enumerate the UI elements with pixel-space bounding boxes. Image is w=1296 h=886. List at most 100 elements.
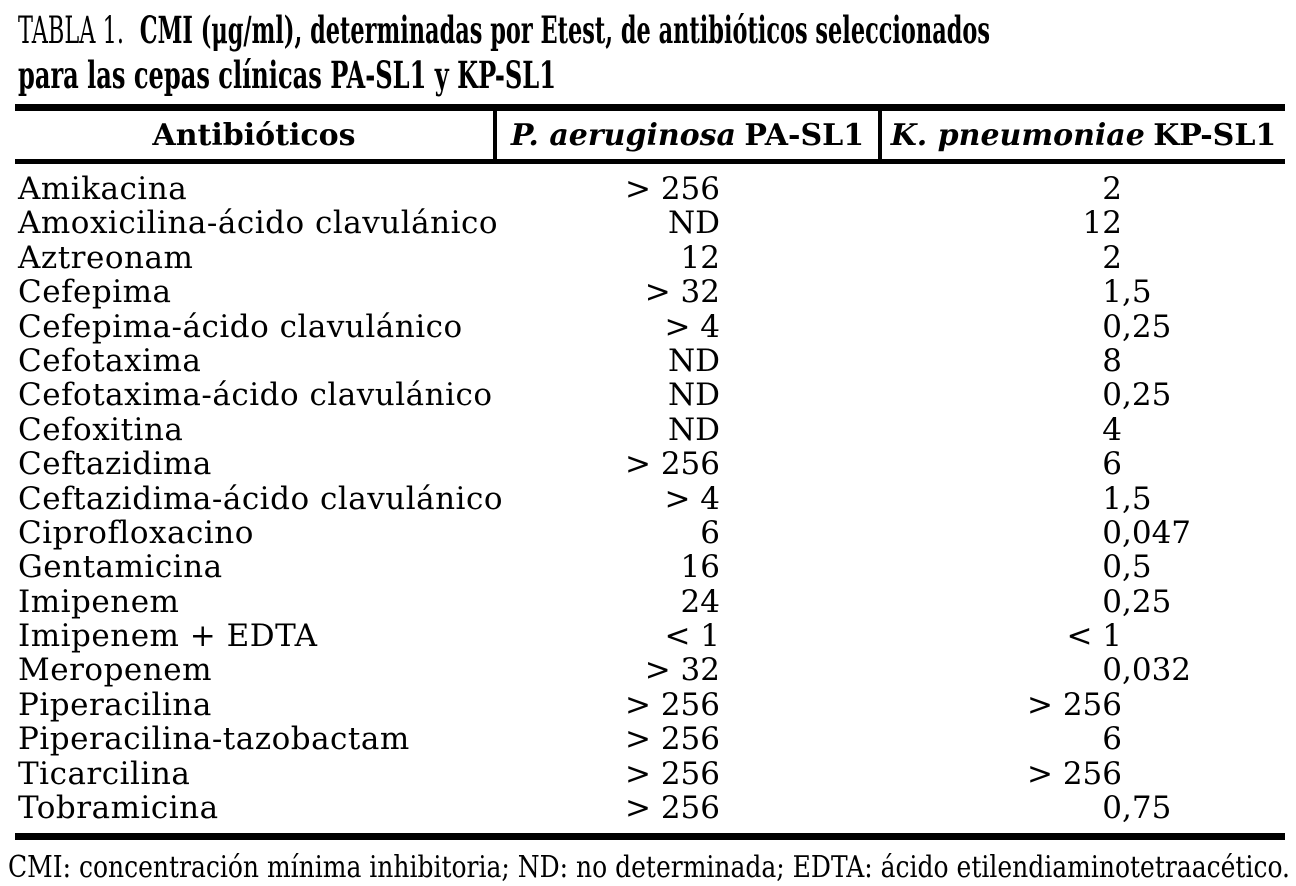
pa-mic-int: > 32 bbox=[644, 274, 720, 311]
antibiotic-name: Tobramicina bbox=[18, 790, 219, 827]
table-row: Cefoxitina ND 4 bbox=[15, 411, 1285, 448]
pa-mic-int: 16 bbox=[680, 549, 720, 586]
kp-mic-int: 0 bbox=[1102, 790, 1122, 827]
kp-mic-value: 0,75 bbox=[882, 790, 1285, 827]
table-row: Amikacina > 256 2 bbox=[15, 171, 1285, 207]
caption-line-2: para las cepas clínicas PA-SL1 y KP-SL1 bbox=[18, 53, 556, 97]
kp-mic-value: 1,5 bbox=[882, 275, 1285, 310]
table-row: Piperacilina > 256 > 256 bbox=[15, 686, 1285, 723]
header-antibiotics-label: Antibióticos bbox=[152, 117, 356, 153]
antibiotic-name: Aztreonam bbox=[18, 239, 194, 276]
antibiotic-name: Cefotaxima-ácido clavulánico bbox=[18, 377, 493, 414]
pa-mic-value: > 4 bbox=[493, 308, 882, 345]
pa-mic-int: 12 bbox=[680, 239, 720, 276]
pa-mic-value: > 256 bbox=[493, 790, 882, 827]
table-row: Tobramicina > 256 0,75 bbox=[15, 790, 1285, 827]
pa-mic-value: > 4 bbox=[493, 481, 882, 516]
pa-mic-value: ND bbox=[493, 377, 882, 414]
kp-mic-int: 1 bbox=[1102, 480, 1122, 517]
table-body: Amikacina > 256 2 Amoxicilina-ácido clav… bbox=[15, 164, 1285, 833]
table-row: Cefotaxima ND 8 bbox=[15, 342, 1285, 379]
pa-mic-value: ND bbox=[493, 412, 882, 447]
kp-mic-value: 0,047 bbox=[882, 514, 1285, 551]
mic-table: Antibióticos P. aeruginosa PA-SL1 K. pneu… bbox=[15, 104, 1285, 841]
kp-mic-int: 0 bbox=[1102, 549, 1122, 586]
kp-mic-int: 0 bbox=[1102, 514, 1122, 551]
pa-mic-int: > 32 bbox=[644, 652, 720, 689]
pa-mic-int: > 256 bbox=[625, 790, 720, 827]
header-cell-antibiotics: Antibióticos bbox=[15, 111, 493, 159]
table-row: Ceftazidima > 256 6 bbox=[15, 446, 1285, 483]
antibiotic-name: Amoxicilina-ácido clavulánico bbox=[18, 205, 499, 242]
pa-strain-name: PA-SL1 bbox=[744, 117, 865, 153]
pa-mic-value: 24 bbox=[493, 583, 882, 620]
pa-mic-int: > 256 bbox=[625, 171, 720, 207]
pa-mic-int: < 1 bbox=[664, 618, 720, 655]
pa-mic-value: ND bbox=[493, 342, 882, 379]
kp-mic-value: 2 bbox=[882, 239, 1285, 276]
pa-mic-value: 16 bbox=[493, 549, 882, 586]
antibiotic-name: Piperacilina bbox=[18, 686, 212, 723]
antibiotic-name: Ciprofloxacino bbox=[18, 514, 254, 551]
pa-mic-value: 12 bbox=[493, 239, 882, 276]
antibiotic-name: Cefoxitina bbox=[18, 411, 184, 448]
header-cell-kp: K. pneumoniae KP-SL1 bbox=[882, 111, 1285, 159]
pa-mic-value: 6 bbox=[493, 516, 882, 551]
kp-mic-frac: ,047 bbox=[1122, 514, 1192, 551]
pa-mic-int: ND bbox=[668, 342, 720, 379]
kp-mic-int: 6 bbox=[1102, 446, 1122, 483]
kp-mic-value: 6 bbox=[882, 446, 1285, 483]
kp-mic-frac: ,75 bbox=[1122, 790, 1172, 827]
kp-mic-frac: ,5 bbox=[1122, 480, 1152, 517]
table-row: Ticarcilina > 256 > 256 bbox=[15, 755, 1285, 792]
table-row: Cefepima-ácido clavulánico > 4 0,25 bbox=[15, 308, 1285, 345]
kp-mic-value: 12 bbox=[882, 205, 1285, 242]
kp-mic-value: 2 bbox=[882, 171, 1285, 207]
kp-mic-frac: ,25 bbox=[1122, 308, 1172, 345]
antibiotic-name: Imipenem + EDTA bbox=[18, 618, 318, 655]
table-header-row: Antibióticos P. aeruginosa PA-SL1 K. pneu… bbox=[15, 111, 1285, 159]
pa-mic-int: > 4 bbox=[664, 308, 720, 345]
kp-species-name: K. pneumoniae bbox=[890, 117, 1145, 153]
kp-mic-int: 0 bbox=[1102, 652, 1122, 689]
kp-mic-value: > 256 bbox=[882, 755, 1285, 792]
kp-mic-int: 12 bbox=[1082, 205, 1122, 242]
kp-mic-int: 2 bbox=[1102, 239, 1122, 276]
pa-mic-int: > 256 bbox=[625, 446, 720, 483]
kp-mic-int: 0 bbox=[1102, 377, 1122, 414]
kp-mic-value: > 256 bbox=[882, 687, 1285, 722]
kp-mic-int: 2 bbox=[1102, 171, 1122, 207]
table-row: Aztreonam 12 2 bbox=[15, 239, 1285, 276]
table-top-rule bbox=[15, 104, 1285, 111]
pa-mic-value: ND bbox=[493, 206, 882, 241]
antibiotic-name: Meropenem bbox=[18, 652, 212, 689]
kp-mic-value: 0,032 bbox=[882, 652, 1285, 689]
kp-mic-value: 0,25 bbox=[882, 584, 1285, 619]
pa-mic-value: > 256 bbox=[493, 756, 882, 791]
table-row: Cefepima > 32 1,5 bbox=[15, 274, 1285, 311]
kp-mic-int: 6 bbox=[1102, 721, 1122, 758]
kp-mic-int: 8 bbox=[1102, 342, 1122, 379]
header-cell-pa: P. aeruginosa PA-SL1 bbox=[493, 111, 882, 159]
pa-mic-int: 24 bbox=[680, 583, 720, 620]
table-row: Ceftazidima-ácido clavulánico > 4 1,5 bbox=[15, 480, 1285, 517]
table-row: Piperacilina-tazobactam > 256 6 bbox=[15, 721, 1285, 758]
pa-mic-int: > 256 bbox=[625, 686, 720, 723]
kp-mic-int: > 256 bbox=[1027, 755, 1122, 792]
table-row: Imipenem + EDTA < 1 < 1 bbox=[15, 618, 1285, 655]
kp-mic-int: 0 bbox=[1102, 308, 1122, 345]
pa-mic-value: > 32 bbox=[493, 274, 882, 311]
antibiotic-name: Cefepima-ácido clavulánico bbox=[18, 308, 463, 345]
pa-species-name: P. aeruginosa bbox=[510, 117, 736, 153]
antibiotic-name: Ceftazidima bbox=[18, 446, 212, 483]
antibiotic-name: Cefotaxima bbox=[18, 342, 202, 379]
table-row: Meropenem > 32 0,032 bbox=[15, 652, 1285, 689]
kp-mic-value: 0,25 bbox=[882, 377, 1285, 414]
table-row: Imipenem 24 0,25 bbox=[15, 583, 1285, 620]
antibiotic-name: Ceftazidima-ácido clavulánico bbox=[18, 480, 503, 517]
kp-mic-value: 0,25 bbox=[882, 308, 1285, 345]
kp-mic-int: < 1 bbox=[1066, 618, 1122, 655]
kp-mic-value: 1,5 bbox=[882, 480, 1285, 517]
pa-mic-int: ND bbox=[668, 377, 720, 414]
